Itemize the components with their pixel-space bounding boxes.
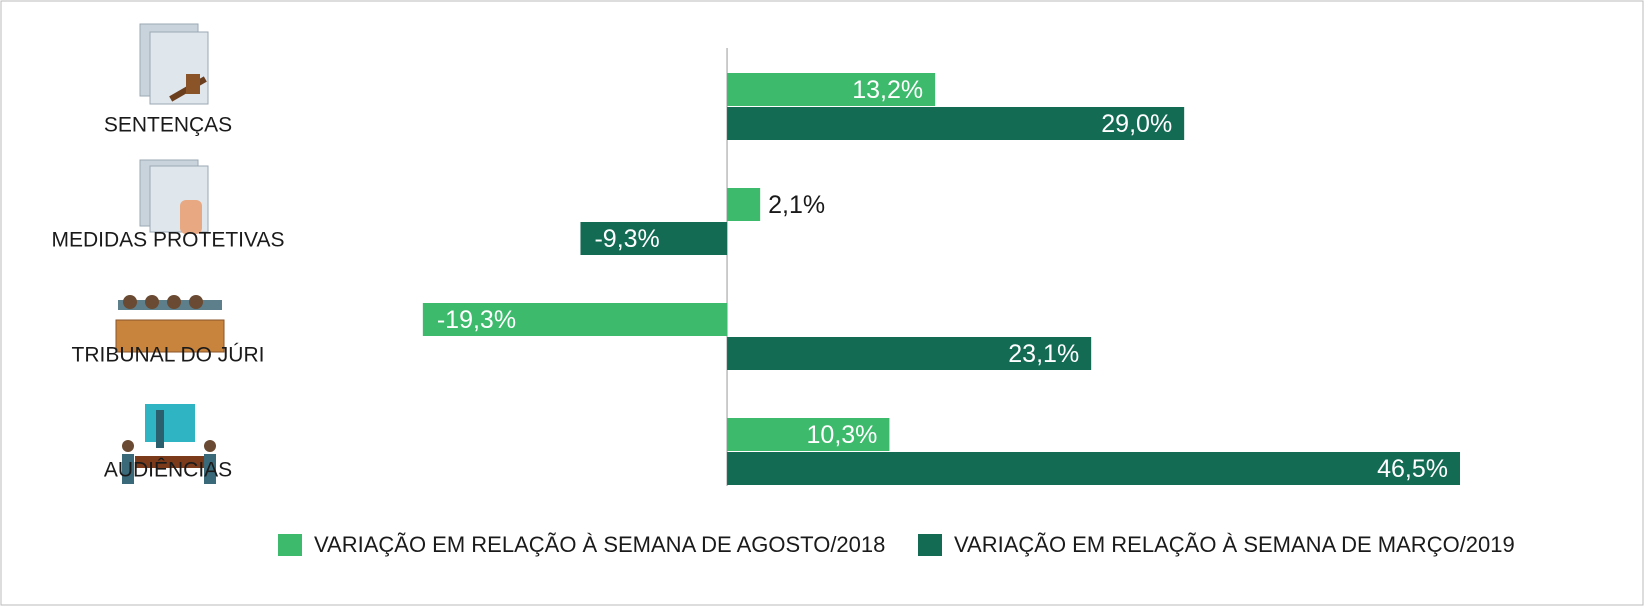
bar [422,303,728,336]
category-label: TRIBUNAL DO JÚRI [72,344,265,367]
category-label: AUDIÊNCIAS [104,459,232,482]
icon-audiencias [122,404,216,484]
bar [727,107,1185,140]
value-label: 2,1% [768,191,825,219]
value-label: 13,2% [852,76,923,104]
value-label: 23,1% [1008,340,1079,368]
bar [727,418,890,451]
bar [727,337,1092,370]
legend-label: VARIAÇÃO EM RELAÇÃO À SEMANA DE AGOSTO/2… [314,532,885,557]
bar [580,222,728,255]
category-label: SENTENÇAS [104,114,232,137]
value-label: -19,3% [437,306,516,334]
icon-medidas [139,159,209,234]
legend-swatch [278,534,302,556]
bar [727,452,1461,485]
value-label: 10,3% [807,421,878,449]
category-label: MEDIDAS PROTETIVAS [52,229,285,252]
legend-label: VARIAÇÃO EM RELAÇÃO À SEMANA DE MARÇO/20… [954,532,1515,557]
legend-swatch [918,534,942,556]
value-label: 29,0% [1101,110,1172,138]
icon-sentencas [139,23,209,105]
icon-tribunal [115,295,225,353]
bar [727,188,761,221]
value-label: 46,5% [1377,455,1448,483]
bar [727,73,936,106]
value-label: -9,3% [594,225,659,253]
